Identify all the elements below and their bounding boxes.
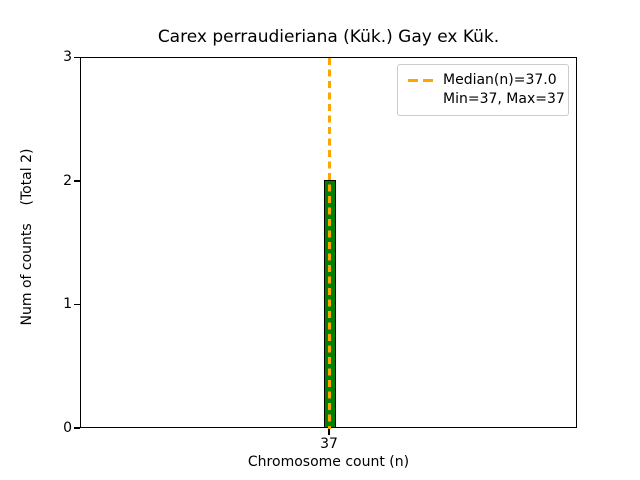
- legend-label-median: Median(n)=37.0: [443, 72, 557, 88]
- median-dashed-line-icon: [408, 79, 435, 82]
- plot-area: Median(n)=37.0 Min=37, Max=37: [80, 57, 577, 429]
- chart-title: Carex perraudieriana (Kük.) Gay ex Kük.: [157, 27, 500, 47]
- legend-entry-minmax: Min=37, Max=37: [408, 91, 565, 108]
- y-tick-label-3: 3: [63, 49, 72, 65]
- median-line: [328, 58, 331, 429]
- legend-sample-spacer: [408, 98, 435, 101]
- x-tick-label-37: 37: [320, 436, 338, 452]
- y-tick-label-1: 1: [63, 296, 72, 312]
- y-axis-label: Num of counts (Total 2): [19, 148, 35, 326]
- legend: Median(n)=37.0 Min=37, Max=37: [397, 64, 569, 116]
- x-tick-mark-37: [328, 429, 330, 435]
- y-tick-mark-1: [74, 303, 80, 306]
- y-tick-label-2: 2: [63, 173, 72, 189]
- y-tick-mark-2: [74, 180, 80, 182]
- legend-label-minmax: Min=37, Max=37: [443, 91, 565, 107]
- y-tick-mark-0: [74, 427, 80, 429]
- x-axis-label: Chromosome count (n): [247, 454, 410, 470]
- y-tick-mark-3: [74, 56, 80, 58]
- legend-entry-median: Median(n)=37.0: [408, 72, 560, 89]
- y-tick-label-0: 0: [63, 420, 72, 436]
